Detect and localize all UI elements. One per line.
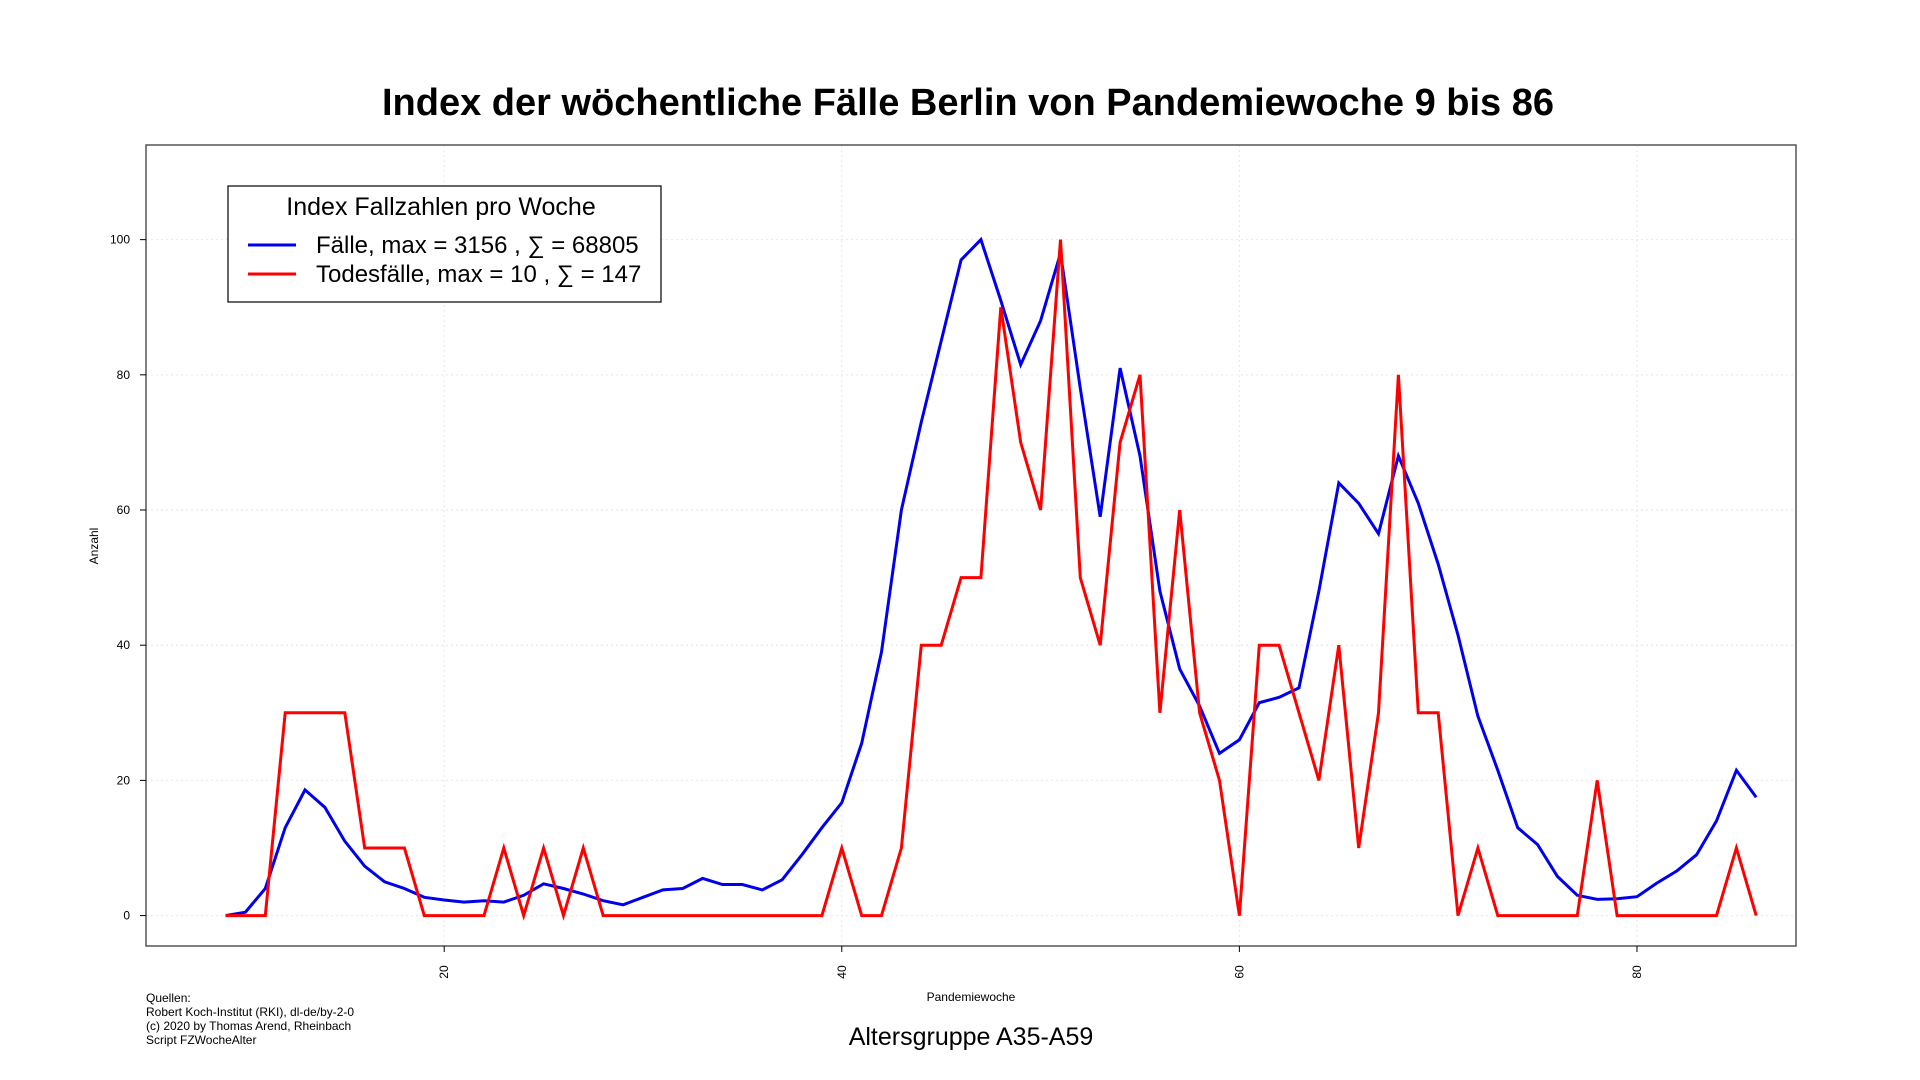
x-tick-label: 20 [437,965,451,979]
sources-line-1: Robert Koch-Institut (RKI), dl-de/by-2-0 [146,1005,354,1019]
chart-subtitle: Altersgruppe A35-A59 [849,1023,1094,1051]
y-tick-label: 0 [123,909,130,923]
y-axis: 0 20 40 60 80 100 [110,233,146,923]
legend-title: Index Fallzahlen pro Woche [286,193,595,221]
x-axis-label: Pandemiewoche [927,990,1016,1004]
y-tick-label: 80 [117,368,131,382]
sources: Quellen: Robert Koch-Institut (RKI), dl-… [146,991,354,1047]
x-tick-label: 60 [1232,965,1246,979]
sources-line-3: Script FZWocheAlter [146,1033,256,1047]
sources-line-2: (c) 2020 by Thomas Arend, Rheinbach [146,1019,351,1033]
series-line-todesfaelle [225,239,1758,921]
series-line-faelle [225,236,1758,918]
chart-title: Index der wöchentliche Fälle Berlin von … [382,82,1554,124]
x-tick-label: 40 [835,965,849,979]
legend: Index Fallzahlen pro Woche Fälle, max = … [227,185,662,303]
y-axis-label: Anzahl [87,528,101,565]
plot-frame [145,144,1797,947]
legend-box [227,185,662,303]
y-tick-label: 40 [117,638,131,652]
legend-entry-faelle: Fälle, max = 3156 , ∑ = 68805 [316,232,639,259]
sources-heading: Quellen: [146,991,191,1005]
y-tick-label: 20 [117,773,131,787]
series-group [225,236,1758,921]
x-tick-label: 80 [1630,965,1644,979]
legend-entry-todesfaelle: Todesfälle, max = 10 , ∑ = 147 [316,261,641,288]
x-axis: 20 40 60 80 [437,946,1644,979]
y-tick-label: 100 [110,233,130,247]
y-tick-label: 60 [117,503,131,517]
